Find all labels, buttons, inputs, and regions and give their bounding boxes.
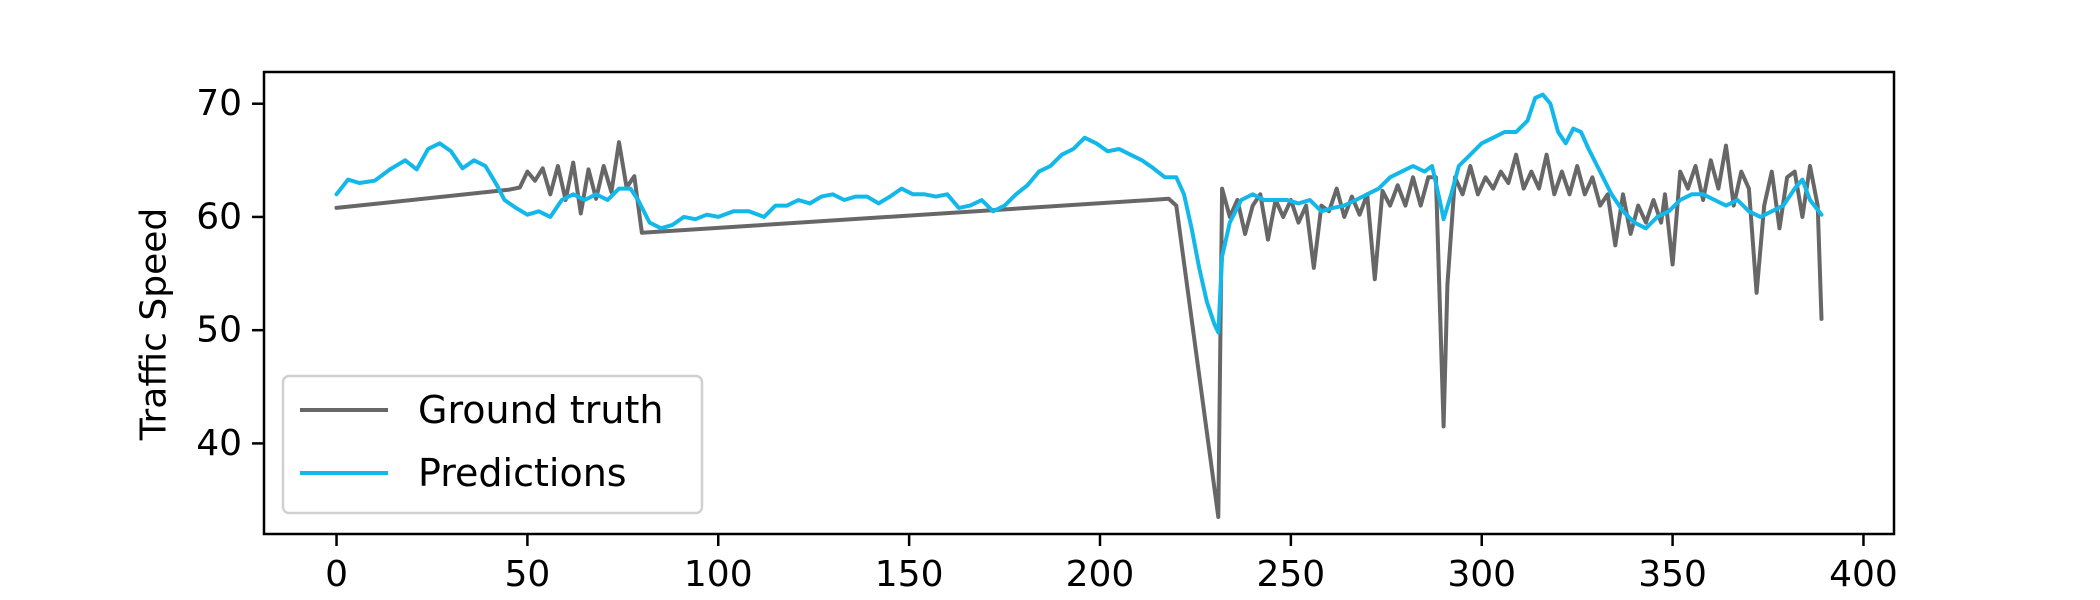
x-tick-label: 250 — [1257, 554, 1326, 595]
y-tick-label: 60 — [196, 196, 242, 237]
y-axis-ticks: 40 50 60 70 — [196, 83, 264, 464]
x-tick-label: 400 — [1829, 554, 1898, 595]
x-tick-label: 150 — [875, 554, 944, 595]
series-line-ground-truth — [334, 140, 1824, 519]
legend-label-predictions: Predictions — [418, 451, 627, 495]
y-tick-label: 50 — [196, 310, 242, 351]
x-tick-label: 50 — [504, 554, 550, 595]
legend: Ground truth Predictions — [281, 374, 704, 515]
x-tick-label: 300 — [1447, 554, 1516, 595]
x-axis-ticks: 0 50 100 150 200 250 300 350 400 — [325, 534, 1898, 595]
plot-frame — [262, 70, 1896, 536]
x-tick-label: 0 — [325, 554, 348, 595]
x-tick-label: 350 — [1638, 554, 1707, 595]
x-tick-label: 200 — [1066, 554, 1135, 595]
y-axis-label: Traffic Speed — [134, 208, 175, 441]
plot-lines — [334, 92, 1824, 519]
legend-label-ground-truth: Ground truth — [418, 388, 663, 432]
series-line-predictions — [334, 92, 1824, 335]
y-tick-label: 40 — [196, 423, 242, 464]
y-tick-label: 70 — [196, 83, 242, 124]
x-tick-label: 100 — [684, 554, 753, 595]
